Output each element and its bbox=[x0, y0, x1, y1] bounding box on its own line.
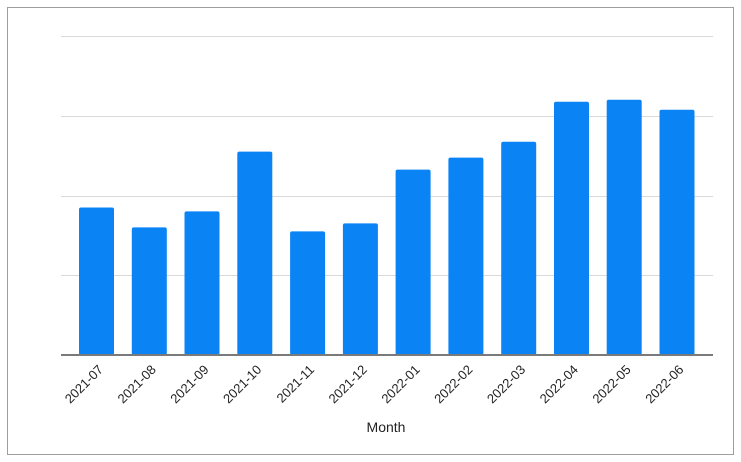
x-tick-label: 2022-02 bbox=[431, 362, 475, 406]
bar-2021-10 bbox=[237, 151, 273, 355]
bar-2022-04 bbox=[554, 101, 589, 355]
x-tick-label: 2021-07 bbox=[62, 362, 106, 406]
bar-2022-05 bbox=[606, 99, 642, 355]
bar-2021-07 bbox=[79, 207, 114, 355]
x-tick-label: 2021-10 bbox=[220, 362, 264, 406]
x-tick-label: 2021-12 bbox=[326, 362, 370, 406]
bar-2022-03 bbox=[501, 141, 537, 355]
bar-2022-01 bbox=[395, 169, 431, 355]
bar-2021-12 bbox=[342, 223, 378, 355]
x-tick-label: 2021-08 bbox=[114, 362, 158, 406]
bar-2022-02 bbox=[448, 157, 484, 355]
bar-2021-09 bbox=[184, 211, 220, 355]
x-tick-label: 2022-06 bbox=[642, 362, 686, 406]
bars bbox=[79, 99, 695, 355]
x-tick-label: 2022-03 bbox=[484, 362, 528, 406]
bar-2021-08 bbox=[131, 227, 167, 355]
x-tick-label: 2021-09 bbox=[167, 362, 211, 406]
bar-2021-11 bbox=[290, 231, 326, 355]
x-tick-labels: 2021-07 2021-08 2021-09 2021-10 2021-11 2021-… bbox=[62, 362, 687, 406]
x-tick-label: 2022-05 bbox=[589, 362, 633, 406]
x-tick-label: 2021-11 bbox=[273, 362, 317, 406]
bar-2022-06 bbox=[659, 109, 695, 355]
x-tick-label: 2022-04 bbox=[537, 362, 581, 406]
grid-lines bbox=[61, 36, 713, 276]
x-axis-title: Month bbox=[367, 419, 406, 435]
x-tick-label: 2022-01 bbox=[378, 362, 422, 406]
